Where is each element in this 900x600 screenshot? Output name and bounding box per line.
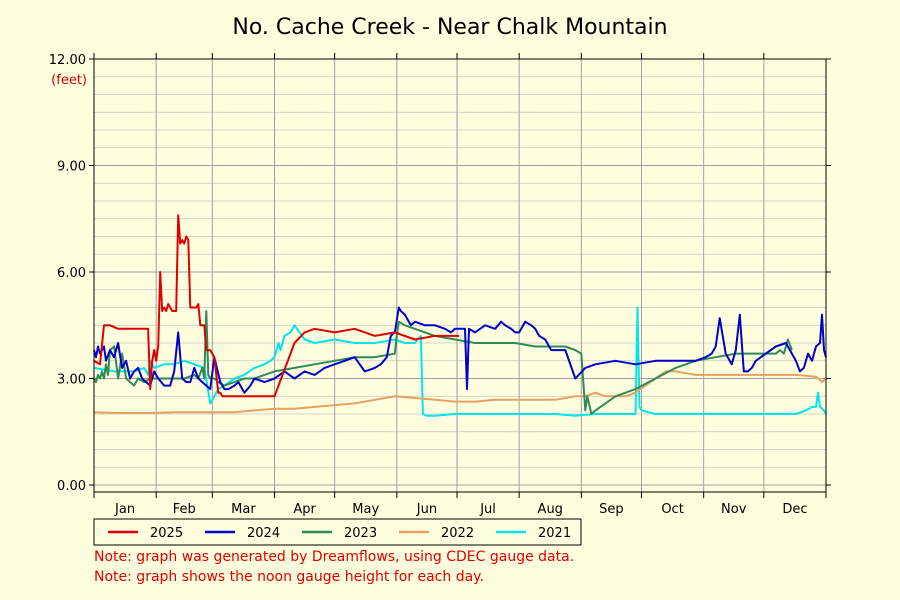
x-month-label: Apr	[293, 502, 316, 517]
y-tick-label: 0.00	[57, 479, 86, 494]
chart-title: No. Cache Creek - Near Chalk Mountain	[232, 15, 667, 40]
x-month-label: Sep	[599, 502, 624, 517]
note-noon-height: Note: graph shows the noon gauge height …	[94, 569, 484, 585]
grid	[94, 58, 826, 492]
legend: 2025 2024 2023 2022 2021	[93, 518, 582, 546]
x-month-label: Jun	[416, 502, 437, 517]
y-tick-label: 3.00	[57, 373, 86, 388]
series-line-2025	[93, 214, 459, 398]
y-tick-label: 9.00	[57, 160, 86, 175]
x-month-label: Mar	[231, 502, 256, 517]
series-line-2024	[93, 306, 827, 394]
legend-label-2024: 2024	[247, 526, 280, 541]
legend-label-2023: 2023	[344, 526, 377, 541]
plot-frame	[93, 58, 827, 493]
y-tick-label: 6.00	[57, 266, 86, 281]
legend-label-2022: 2022	[441, 526, 474, 541]
legend-label-2021: 2021	[538, 526, 571, 541]
x-month-label: Aug	[538, 502, 563, 517]
x-month-label: Dec	[782, 502, 807, 517]
legend-label-2025: 2025	[150, 526, 183, 541]
x-month-label: May	[352, 502, 379, 517]
axes: 0.00 3.00 6.00 9.00 12.00 Jan Feb Mar Apr May Jun J…	[49, 53, 831, 517]
x-month-label: Jan	[114, 502, 135, 517]
series-layer	[93, 214, 827, 417]
y-axis-unit-label: (feet)	[51, 73, 87, 88]
x-month-label: Feb	[173, 502, 196, 517]
y-tick-label: 12.00	[49, 53, 86, 68]
x-month-label: Jul	[479, 502, 496, 517]
series-line-2023	[93, 310, 793, 415]
x-month-label: Nov	[721, 502, 747, 517]
note-source: Note: graph was generated by Dreamflows,…	[94, 549, 575, 565]
x-month-label: Oct	[661, 502, 683, 517]
series-line-2022	[93, 370, 827, 414]
